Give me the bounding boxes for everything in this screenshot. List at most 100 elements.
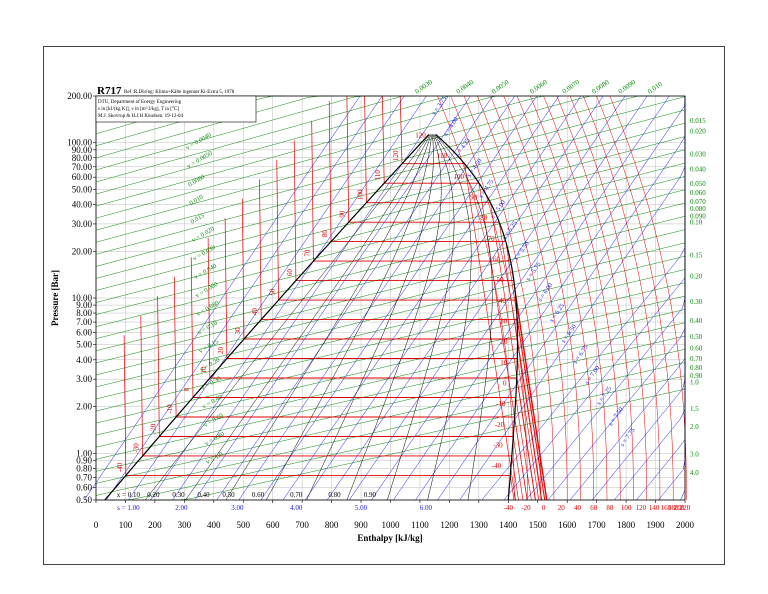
isochore-label: v = 0.080 — [195, 300, 220, 318]
isochore-line — [95, 176, 686, 327]
info-box — [95, 95, 257, 123]
y-tick-label: 0.90 — [76, 455, 92, 465]
bottom-temp-label: 200 — [674, 504, 685, 512]
right-volume-label: 0.040 — [690, 166, 706, 174]
isotherm-superheated — [516, 95, 594, 500]
y-tick-label: 0.80 — [76, 463, 92, 473]
isotherm-liquid — [364, 95, 367, 203]
isentrope-line — [304, 95, 582, 501]
isotherm-liquid — [328, 101, 332, 242]
liquid-temp-label: 100 — [356, 189, 364, 200]
isentrope-line — [415, 95, 686, 501]
isochore-line — [95, 95, 509, 207]
y-axis-ticks: 200.00 100.0090.0080.0070.0060.00 50.00 40.… — [67, 91, 96, 505]
isochore-label: v = 0.60 — [202, 412, 224, 429]
isochore-line — [95, 95, 556, 219]
entropy-label: 5.00 — [355, 504, 368, 512]
y-tick-label: 7.00 — [76, 317, 92, 327]
right-volume-label: 0.60 — [690, 344, 703, 352]
isotherm-vapor — [517, 338, 543, 501]
top-volume-label: 0.010 — [646, 80, 664, 96]
bottom-temp-label: 40 — [574, 504, 582, 512]
quality-lines — [104, 134, 519, 501]
entropy-label: 3.00 — [231, 504, 244, 512]
right-volume-label: 0.50 — [690, 333, 703, 341]
isochore-label: 0.0080 — [187, 174, 206, 189]
right-volume-label: 0.070 — [690, 198, 706, 206]
top-volume-label: 0.0040 — [455, 78, 476, 96]
liquid-temp-label: 110 — [374, 170, 382, 181]
bottom-temp-label: 180 — [668, 504, 679, 512]
isentrope-line — [194, 95, 471, 501]
quality-label: 0.70 — [290, 491, 303, 499]
x-axis-ticks: 0 100 200 300 400 500 600 700 800 900 1000 1100 1200… — [94, 500, 695, 530]
isotherm-liquid — [241, 198, 245, 340]
right-volume-label: 0.050 — [690, 180, 706, 188]
isotherm-superheated — [543, 95, 621, 500]
liquid-temp-label: 80 — [321, 230, 329, 238]
entropy-label: s = 1.00 — [117, 504, 140, 512]
isotherm-superheated — [437, 95, 515, 500]
x-tick-label: 1900 — [647, 520, 666, 530]
isotherm-liquid — [346, 95, 350, 223]
saturated-vapor-line — [435, 134, 519, 501]
y-tick-label: 100.00 — [67, 138, 92, 148]
isochore-label: v = 0.020 — [191, 226, 216, 244]
quality-line — [306, 134, 434, 501]
isentrope-line — [282, 95, 560, 501]
bottom-temp-label: 80 — [606, 504, 614, 512]
right-volume-label: 0.015 — [690, 117, 706, 125]
right-volume-label: 0.70 — [690, 355, 703, 363]
isentrope-line — [128, 95, 405, 501]
isochore-line — [95, 95, 415, 183]
isotherm-liquid — [123, 335, 127, 476]
right-volume-label: 1.0 — [690, 378, 699, 386]
isotherm-superheated — [596, 95, 674, 500]
isotherm-liquid — [224, 218, 228, 359]
isotherm-lines — [123, 95, 687, 501]
y-tick-label: 8.00 — [76, 308, 92, 318]
quality-line — [265, 134, 432, 501]
isotherm-superheated — [569, 95, 647, 500]
isochore-line — [95, 162, 686, 315]
entropy-label: 4.00 — [290, 504, 303, 512]
vapor-temp-label: 50 — [497, 276, 505, 284]
liquid-temp-label: 90 — [339, 210, 347, 218]
quality-label: 0.30 — [172, 491, 185, 499]
isentrope-line — [83, 95, 361, 501]
isochore-line — [95, 229, 686, 376]
isotherm-vapor — [490, 202, 536, 501]
bottom-temp-label: -20 — [521, 504, 531, 512]
y-axis-label: Pressure [Bar] — [50, 270, 60, 326]
vapor-temp-label: 100 — [453, 173, 464, 181]
isotherm-vapor — [510, 475, 515, 501]
bottom-temp-label: 120 — [636, 504, 647, 512]
top-volume-label: 0.0070 — [561, 78, 582, 96]
entropy-inside-label: s = 6.75 — [572, 344, 590, 365]
vapor-temp-label: 110 — [437, 152, 448, 160]
top-volume-label: 0.0090 — [617, 78, 638, 96]
top-volume-label: 0.0080 — [590, 78, 611, 96]
reference-text: Ref :R.Döring: Klima+Kälte ingeniør Ki-E… — [124, 90, 235, 95]
isotherm-vapor — [513, 436, 524, 501]
right-volume-label: 0.020 — [690, 127, 706, 135]
entropy-inside-label: s = 6.00 — [537, 282, 555, 303]
quality-label: 0.40 — [197, 491, 210, 499]
isochore-line — [95, 202, 686, 352]
isochore-line — [95, 109, 686, 267]
isentrope-line — [371, 95, 648, 501]
top-volume-label: 0.0050 — [490, 78, 511, 96]
bottom-temp-label: 140 — [649, 504, 660, 512]
entropy-label: 2.00 — [175, 504, 188, 512]
vapor-temp-label: 30 — [500, 317, 508, 325]
liquid-temp-label: 70 — [303, 249, 311, 256]
y-tick-label: 3.00 — [76, 374, 92, 384]
y-tick-label: 4.00 — [76, 355, 92, 365]
right-volume-label: 0.90 — [690, 372, 703, 380]
y-tick-label: 0.70 — [76, 472, 92, 482]
isotherm-liquid — [399, 95, 403, 164]
entropy-inside-label: s = 4.00 — [442, 116, 460, 137]
vapor-temp-label: 80 — [480, 214, 488, 222]
isotherm-vapor — [505, 241, 546, 501]
liquid-temp-label: -20 — [149, 423, 157, 433]
